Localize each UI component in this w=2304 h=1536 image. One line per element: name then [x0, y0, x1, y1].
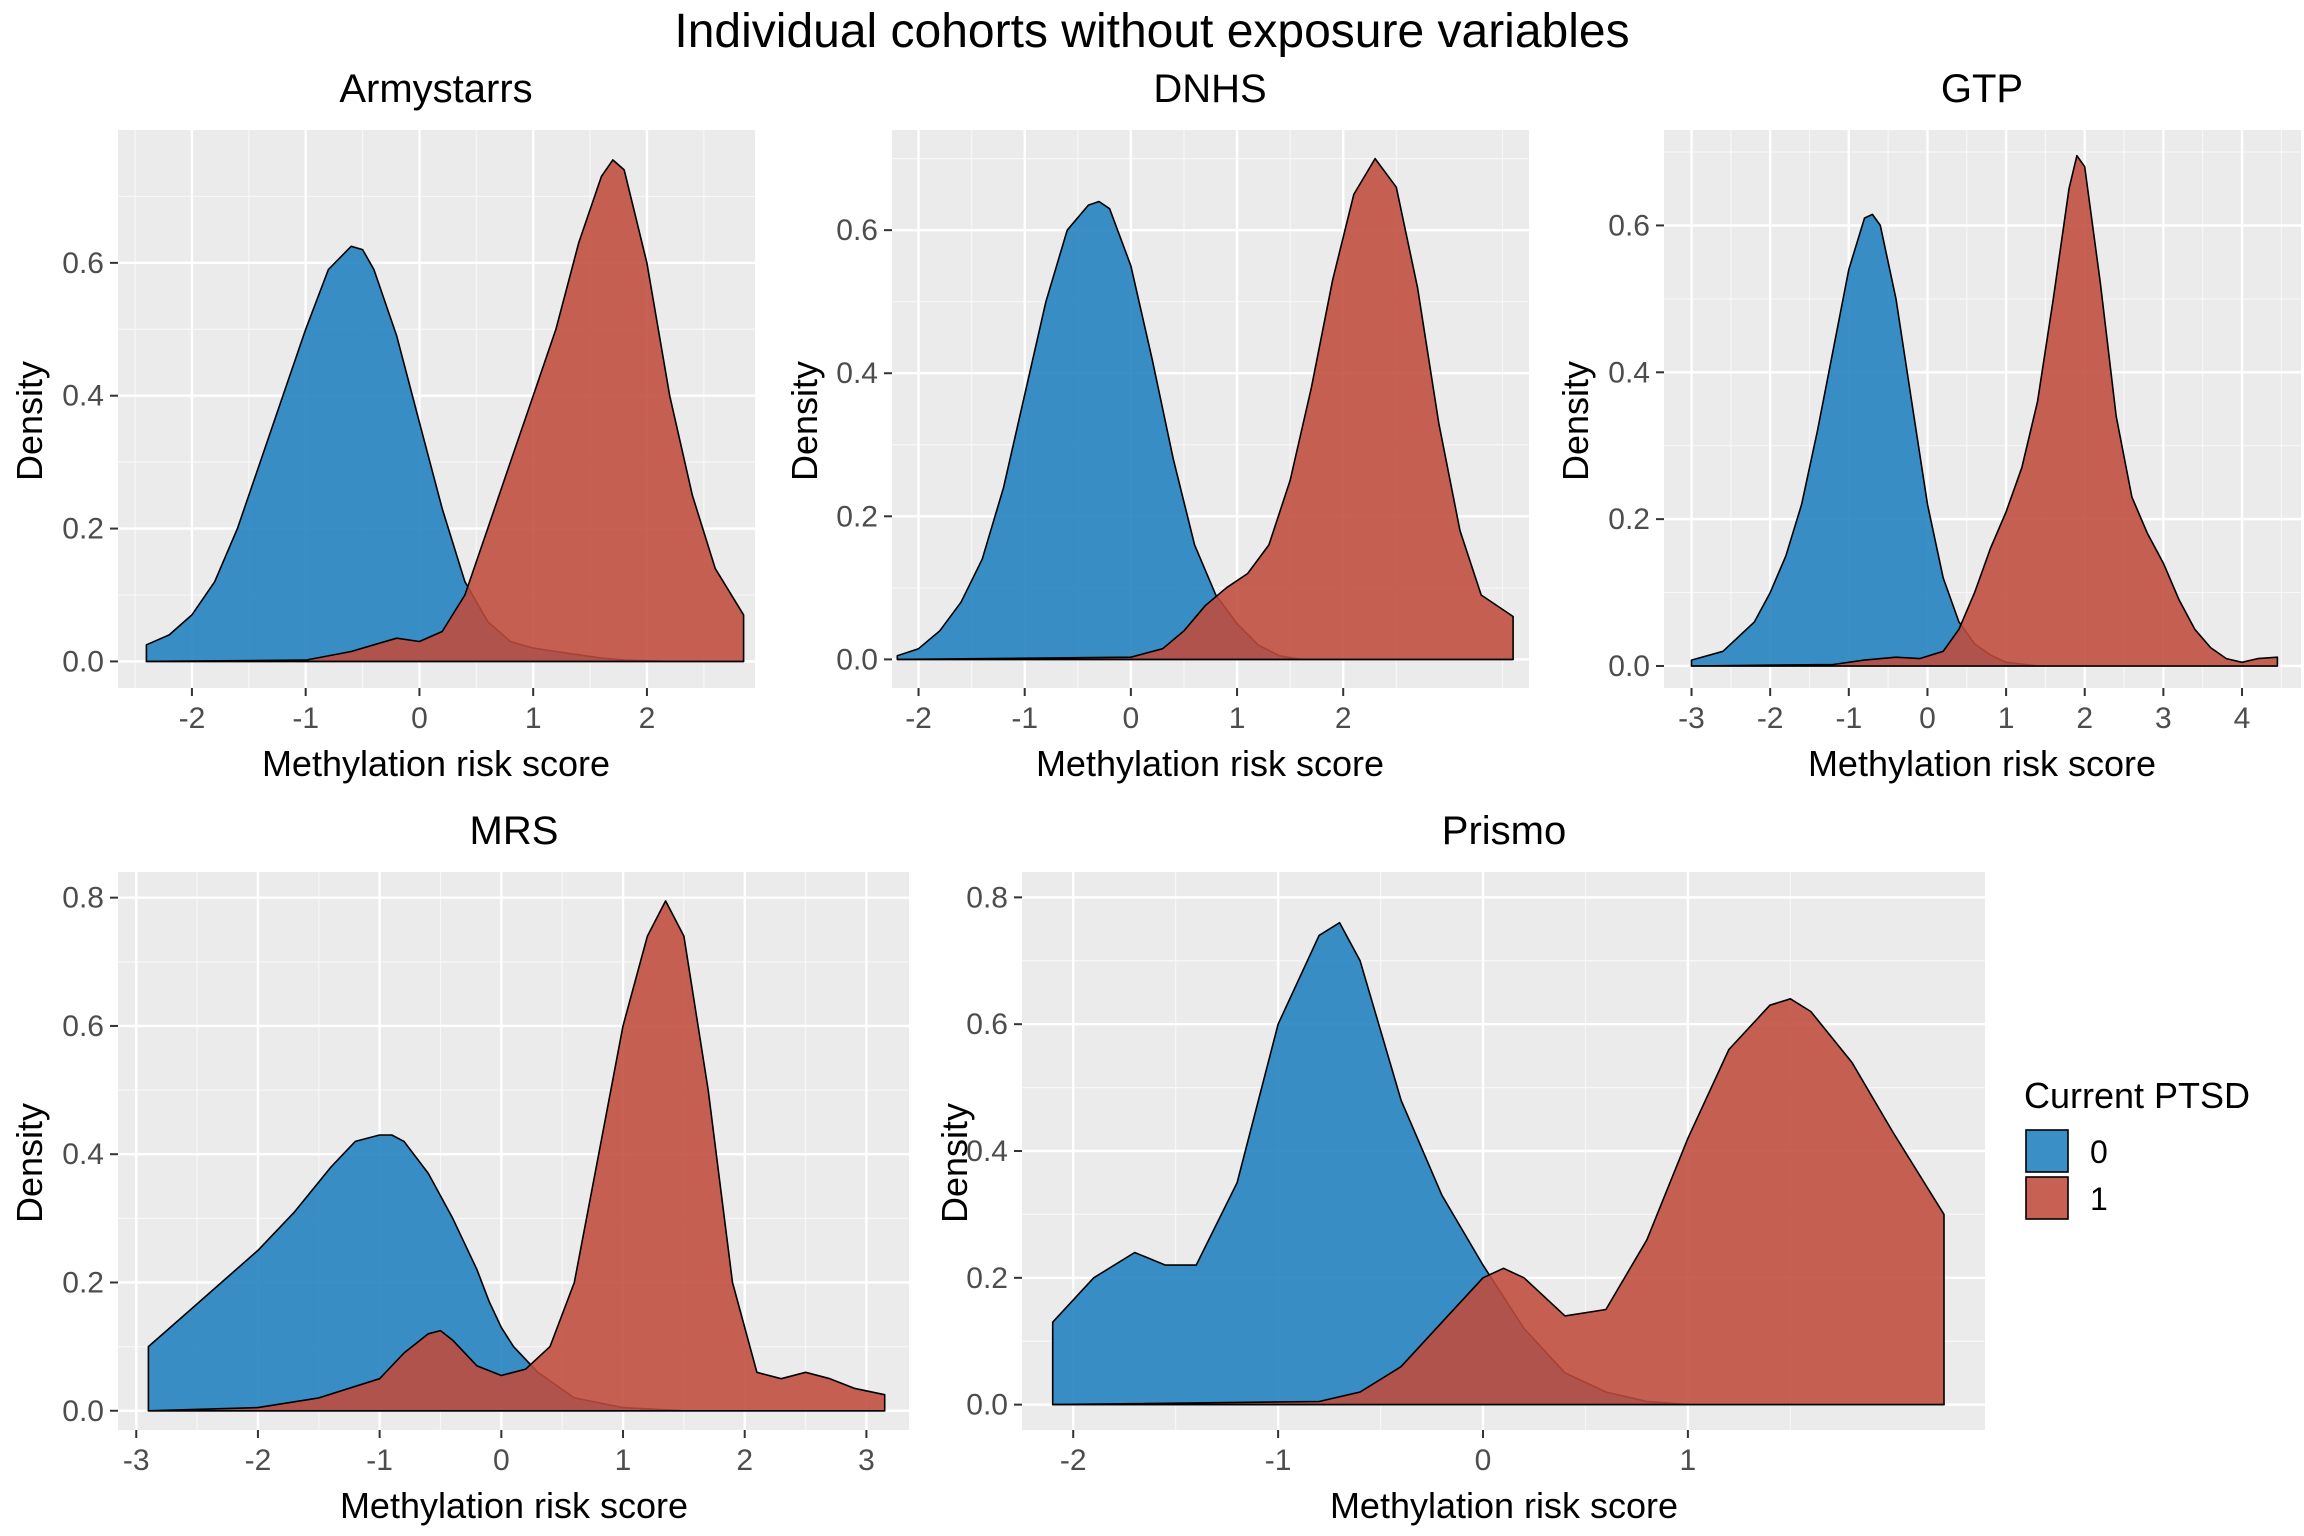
y-tick-label: 0.6: [62, 247, 104, 280]
y-tick-label: 0.6: [1608, 209, 1650, 242]
panel-title: DNHS: [1153, 67, 1266, 111]
y-axis-label: Density: [9, 361, 50, 481]
legend-label-ptsd-0: 0: [2090, 1134, 2108, 1170]
x-axis-label: Methylation risk score: [262, 743, 610, 784]
density-area-ptsd-1: [147, 900, 886, 1412]
y-tick-label: 0.0: [966, 1389, 1008, 1422]
y-axis-label: Density: [9, 1103, 50, 1223]
x-axis-label: Methylation risk score: [1808, 743, 2156, 784]
legend: Current PTSD 0 1: [2024, 1075, 2250, 1220]
x-tick-label: -3: [123, 1444, 150, 1477]
x-tick-label: 4: [2234, 702, 2251, 735]
x-tick-label: 1: [1998, 702, 2015, 735]
y-tick-label: 0.0: [62, 1395, 104, 1428]
y-axis-label: Density: [784, 361, 825, 481]
x-tick-label: 0: [1475, 1444, 1492, 1477]
x-axis-label: Methylation risk score: [1330, 1485, 1678, 1526]
x-tick-label: 3: [858, 1444, 875, 1477]
y-tick-label: 0.8: [966, 881, 1008, 914]
panel-armystarrs: -2 -1 0 1 2 0.0 0.2 0.4 0.6 Armystarrs Methylation…: [9, 67, 755, 784]
density-area-ptsd-1: [1690, 154, 2279, 667]
panel-title: Prismo: [1442, 809, 1566, 853]
y-axis-label: Density: [934, 1103, 975, 1223]
panel-title: GTP: [1941, 67, 2023, 111]
y-tick-label: 0.6: [836, 214, 878, 247]
x-tick-label: 0: [1919, 702, 1936, 735]
x-axis-label: Methylation risk score: [1036, 743, 1384, 784]
x-tick-label: -1: [1265, 1444, 1292, 1477]
y-tick-label: 0.4: [62, 1138, 104, 1171]
y-tick-label: 0.0: [1608, 650, 1650, 683]
y-tick-label: 0.0: [836, 643, 878, 676]
x-tick-label: -3: [1678, 702, 1705, 735]
x-tick-label: 0: [1123, 702, 1140, 735]
x-tick-label: 1: [1229, 702, 1246, 735]
x-tick-label: 0: [493, 1444, 510, 1477]
x-tick-label: 2: [639, 702, 656, 735]
panel-title: MRS: [470, 809, 559, 853]
density-area-ptsd-1: [1051, 998, 1945, 1406]
density-area-ptsd-1: [896, 157, 1514, 661]
x-tick-label: 2: [1335, 702, 1352, 735]
x-tick-label: -1: [1011, 702, 1038, 735]
y-tick-label: 0.8: [62, 882, 104, 915]
panel-title: Armystarrs: [339, 67, 532, 111]
panel-mrs: -3 -2 -1 0 1 2 3 0.0 0.2 0.4 0.6 0.8 MRS Methylation …: [9, 809, 909, 1526]
x-tick-label: -2: [905, 702, 932, 735]
y-tick-label: 0.6: [62, 1010, 104, 1043]
legend-key-ptsd-0: [2025, 1129, 2069, 1173]
legend-label-ptsd-1: 1: [2090, 1181, 2108, 1217]
y-tick-label: 0.4: [62, 380, 104, 413]
y-tick-label: 0.2: [62, 513, 104, 546]
x-tick-label: 1: [525, 702, 542, 735]
x-tick-label: 0: [411, 702, 428, 735]
panel-dnhs: -2 -1 0 1 2 0.0 0.2 0.4 0.6 DNHS Methylation risk …: [784, 67, 1529, 784]
x-tick-label: -1: [366, 1444, 393, 1477]
x-tick-label: 1: [1680, 1444, 1697, 1477]
x-tick-label: -2: [1060, 1444, 1087, 1477]
legend-key-ptsd-1: [2025, 1176, 2069, 1220]
y-tick-label: 0.2: [966, 1262, 1008, 1295]
main-title: Individual cohorts without exposure vari…: [674, 5, 1630, 58]
x-tick-label: 2: [736, 1444, 753, 1477]
y-tick-label: 0.2: [62, 1266, 104, 1299]
x-tick-label: -1: [292, 702, 319, 735]
y-tick-label: 0.4: [1608, 356, 1650, 389]
y-tick-label: 0.6: [966, 1008, 1008, 1041]
x-axis-label: Methylation risk score: [340, 1485, 688, 1526]
y-tick-label: 0.2: [1608, 503, 1650, 536]
x-tick-label: -1: [1835, 702, 1862, 735]
y-tick-label: 0.4: [966, 1135, 1008, 1168]
x-tick-label: 3: [2155, 702, 2172, 735]
panel-gtp: -3 -2 -1 0 1 2 3 4 0.0 0.2 0.4 0.6 GTP Methylation ri…: [1555, 67, 2301, 784]
x-tick-label: -2: [179, 702, 206, 735]
y-tick-label: 0.4: [836, 357, 878, 390]
x-tick-label: 1: [615, 1444, 632, 1477]
x-tick-label: -2: [1757, 702, 1784, 735]
x-tick-label: 2: [2076, 702, 2093, 735]
y-tick-label: 0.0: [62, 645, 104, 678]
y-axis-label: Density: [1555, 361, 1596, 481]
y-tick-label: 0.2: [836, 500, 878, 533]
panel-prismo: -2 -1 0 1 0.0 0.2 0.4 0.6 0.8 Prismo Methylation r…: [934, 809, 1985, 1526]
x-tick-label: -2: [245, 1444, 272, 1477]
legend-title: Current PTSD: [2024, 1075, 2250, 1116]
density-area-ptsd-1: [145, 159, 745, 663]
